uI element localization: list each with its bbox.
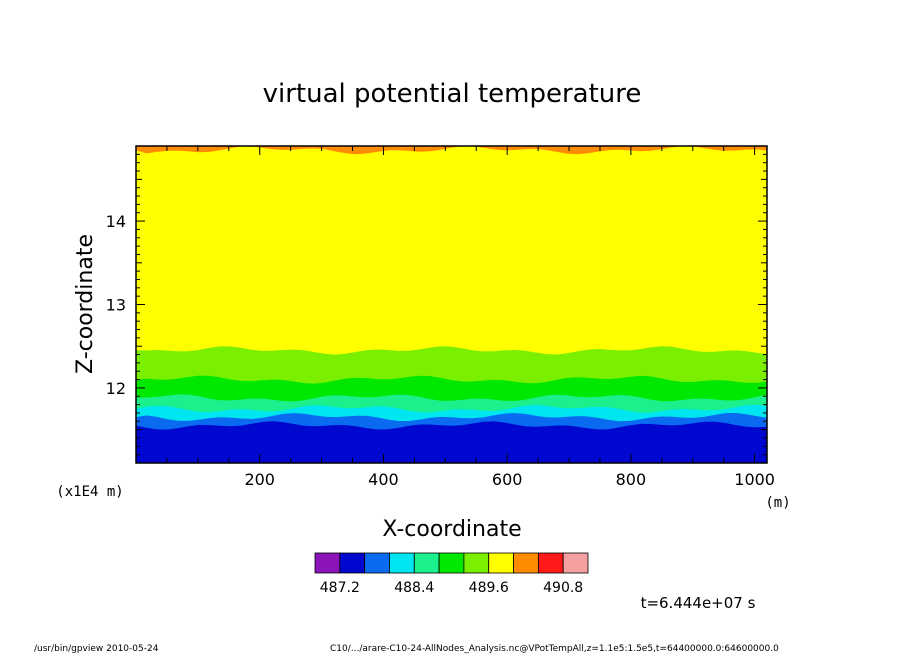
time-label: t=6.444e+07 s <box>641 594 756 612</box>
colorbar-swatch <box>537 552 564 574</box>
footer-left: /usr/bin/gpview 2010-05-24 <box>34 644 159 654</box>
colorbar-swatch <box>463 552 490 574</box>
x-tick-label: 600 <box>492 470 523 489</box>
x-tick-label: 400 <box>368 470 399 489</box>
x-unit-label: (m) <box>765 495 790 511</box>
plot-area <box>136 146 767 463</box>
colorbar-label: 490.8 <box>543 580 583 596</box>
y-tick-label: 12 <box>106 379 126 398</box>
colorbar-labels: 487.2 488.4 489.6 490.8 <box>320 580 583 596</box>
colorbar-label: 489.6 <box>469 580 509 596</box>
x-tick-label: 1000 <box>734 470 775 489</box>
colorbar-swatch <box>562 552 589 574</box>
y-unit-label: (x1E4 m) <box>56 484 123 500</box>
colorbar-swatch <box>389 552 415 574</box>
contour-band <box>136 421 767 463</box>
chart-title: virtual potential temperature <box>263 79 642 109</box>
colorbar-swatch <box>488 552 514 574</box>
colorbar-swatch <box>364 552 390 574</box>
y-tick-label: 14 <box>106 212 126 231</box>
colorbar-swatch <box>314 552 341 574</box>
colorbar-swatch <box>413 552 440 574</box>
colorbar-label: 488.4 <box>394 580 434 596</box>
colorbar-swatch <box>438 552 465 574</box>
colorbar-swatch <box>339 552 366 574</box>
colorbar-label: 487.2 <box>320 580 360 596</box>
x-axis-label: X-coordinate <box>382 517 521 542</box>
colorbar <box>314 552 589 574</box>
colorbar-swatch <box>513 552 539 574</box>
y-tick-label: 13 <box>106 296 126 315</box>
x-axis: 200 400 600 800 1000 <box>166 146 775 489</box>
footer-right: C10/.../arare-C10-24-AllNodes_Analysis.n… <box>330 644 779 654</box>
x-tick-label: 800 <box>616 470 647 489</box>
x-tick-label: 200 <box>244 470 275 489</box>
y-axis: 12 13 14 <box>106 153 767 456</box>
y-axis-label: Z-coordinate <box>73 234 98 374</box>
